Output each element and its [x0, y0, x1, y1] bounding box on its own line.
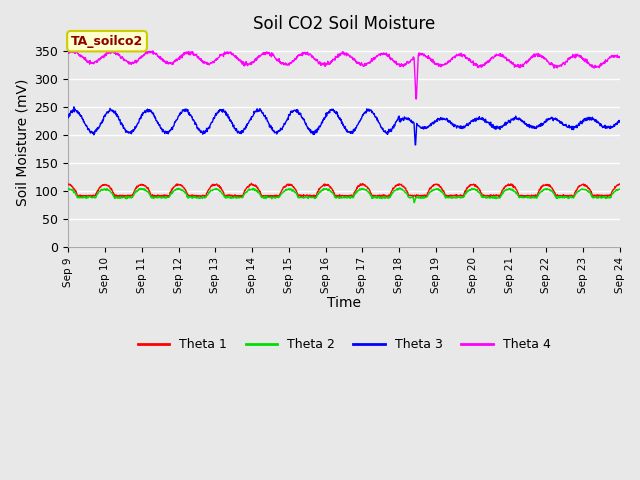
X-axis label: Time: Time — [327, 296, 361, 310]
Legend: Theta 1, Theta 2, Theta 3, Theta 4: Theta 1, Theta 2, Theta 3, Theta 4 — [132, 333, 556, 356]
Text: TA_soilco2: TA_soilco2 — [71, 35, 143, 48]
Title: Soil CO2 Soil Moisture: Soil CO2 Soil Moisture — [253, 15, 435, 33]
Y-axis label: Soil Moisture (mV): Soil Moisture (mV) — [15, 79, 29, 206]
